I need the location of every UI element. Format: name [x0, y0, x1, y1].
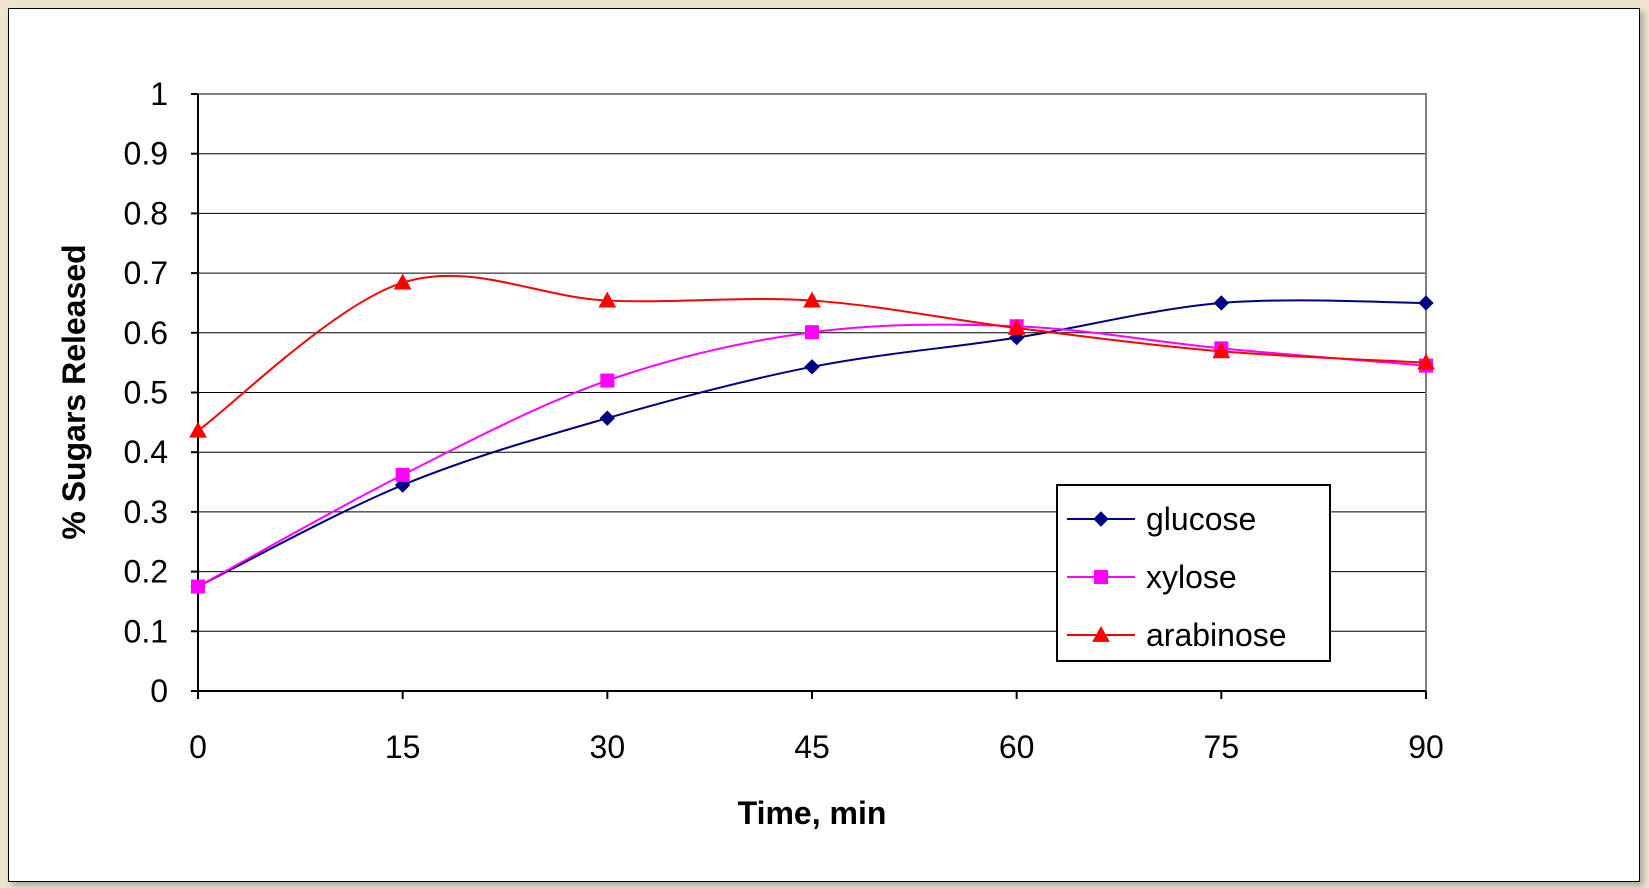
y-tick-label: 0.5: [124, 375, 168, 411]
y-tick-label: 0.4: [124, 434, 168, 470]
chart-frame: 0 0.1 0.2 0.3 0.4 0.5 0.6 0.7 0.8 0.9 1 0 15 30 45 60 75…: [8, 8, 1640, 882]
glucose-point: [1213, 295, 1230, 311]
y-tick-label: 0.9: [124, 136, 168, 172]
xylose-point: [191, 579, 205, 594]
legend-marker-arabinose: [1092, 625, 1110, 642]
x-tick-label: 75: [1204, 729, 1240, 765]
legend-label-glucose: glucose: [1146, 501, 1256, 537]
xylose-point: [600, 373, 615, 388]
glucose-point: [804, 359, 820, 375]
arabinose-point: [1417, 353, 1435, 370]
arabinose-point: [598, 291, 617, 308]
line-chart: 0 0.1 0.2 0.3 0.4 0.5 0.6 0.7 0.8 0.9 1 0 15 30 45 60 75…: [56, 76, 1444, 831]
y-tick-label: 0.2: [124, 554, 168, 590]
x-tick-label: 90: [1408, 729, 1444, 765]
glucose-point: [599, 410, 616, 426]
axes: 0 0.1 0.2 0.3 0.4 0.5 0.6 0.7 0.8 0.9 1 0 15 30 45 60 75…: [124, 76, 1444, 765]
arabinose-point: [1212, 342, 1231, 359]
y-tick-label: 0.7: [124, 255, 168, 291]
y-tick-label: 1: [150, 76, 168, 112]
arabinose-point: [393, 273, 412, 290]
legend-marker-glucose: [1093, 511, 1109, 527]
legend-marker-xylose: [1094, 570, 1108, 584]
x-tick-label: 0: [189, 729, 207, 765]
y-tick-label: 0.3: [124, 494, 168, 530]
xylose-point: [395, 467, 410, 482]
x-tick-label: 30: [590, 729, 626, 765]
arabinose-point: [1007, 318, 1026, 335]
legend-label-xylose: xylose: [1146, 559, 1237, 595]
x-tick-label: 60: [999, 729, 1035, 765]
y-tick-label: 0: [150, 673, 168, 709]
y-tick-label: 0.6: [124, 315, 168, 351]
legend: glucose xylose arabinose: [1056, 484, 1331, 662]
arabinose-point: [803, 291, 821, 308]
arabinose-point: [189, 421, 207, 438]
series-arabinose: [189, 273, 1435, 438]
series-layer: [189, 273, 1435, 595]
glucose-point: [1418, 295, 1434, 311]
x-axis-title: Time, min: [738, 795, 887, 831]
y-tick-label: 0.1: [124, 613, 168, 649]
x-tick-label: 45: [794, 729, 830, 765]
legend-label-arabinose: arabinose: [1146, 617, 1287, 653]
y-axis-title: % Sugars Released: [56, 244, 92, 539]
y-tick-label: 0.8: [124, 195, 168, 231]
x-tick-label: 15: [385, 729, 421, 765]
xylose-point: [805, 325, 819, 340]
